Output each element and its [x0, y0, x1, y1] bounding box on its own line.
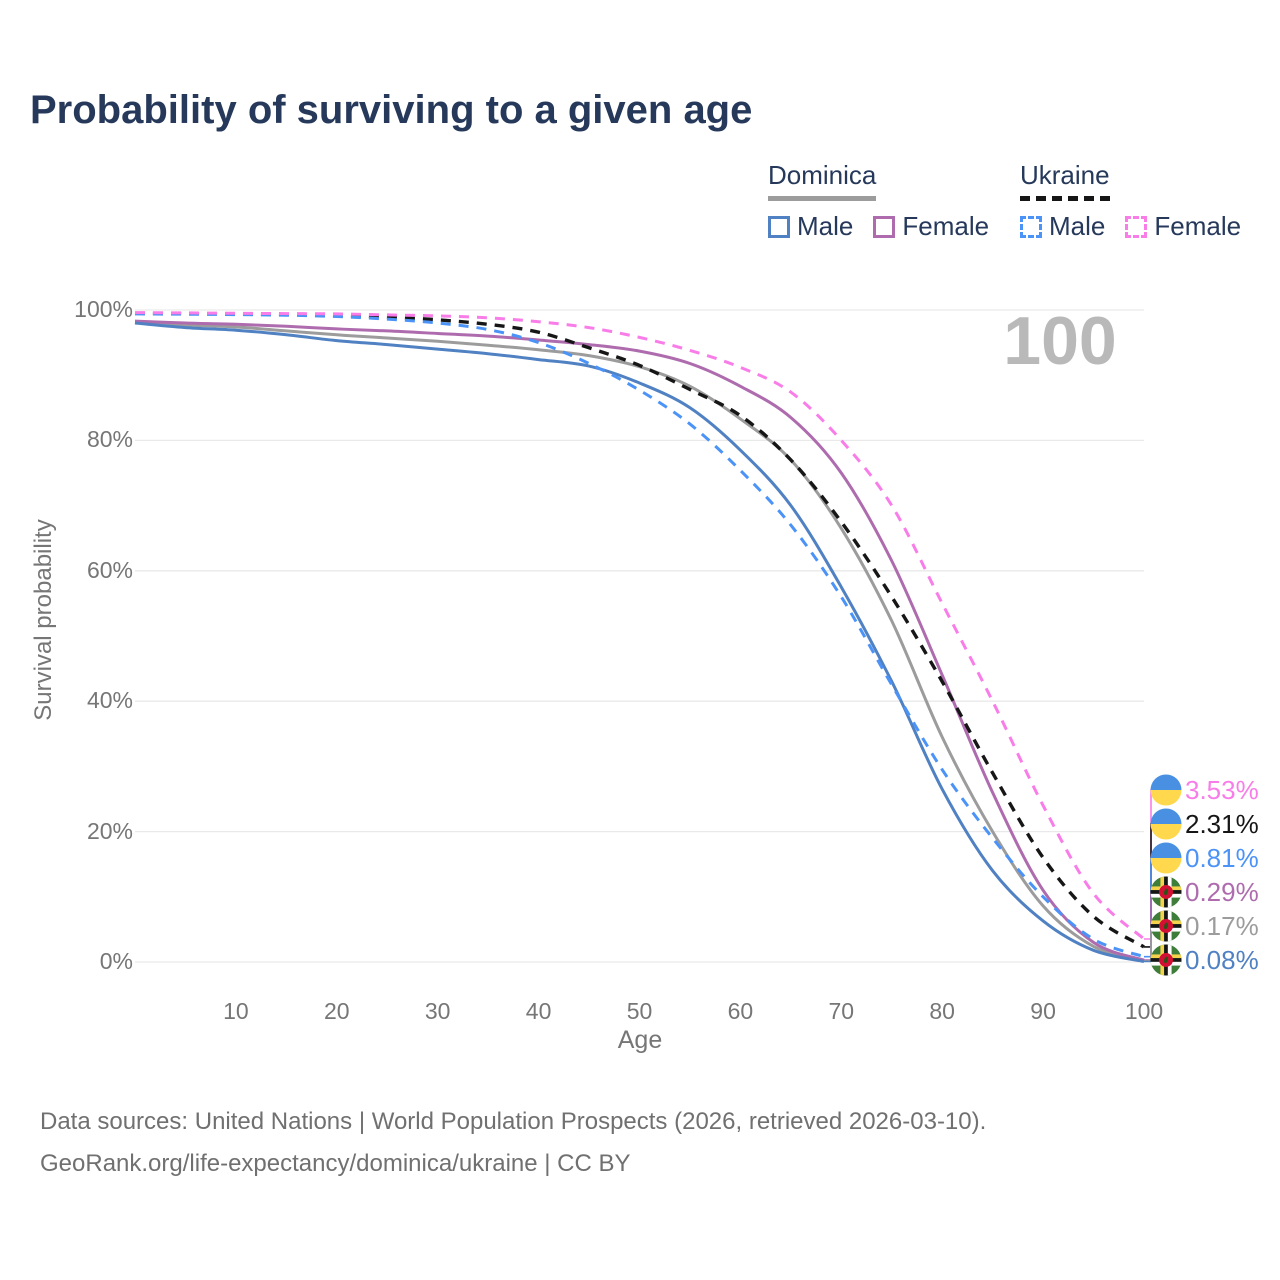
- legend-header-dominica: Dominica: [768, 160, 877, 201]
- legend-item-dominica-male: Male: [768, 211, 853, 242]
- y-tick-label: 20%: [86, 817, 133, 844]
- dominica-female-swatch-icon: [873, 215, 896, 238]
- y-tick-label: 100%: [74, 296, 133, 322]
- flag-icon-dominica: [1150, 876, 1182, 908]
- page-title: Probability of surviving to a given age: [30, 88, 753, 132]
- x-tick-label: 30: [424, 998, 451, 1024]
- flag-icon-dominica: [1150, 910, 1182, 942]
- flag-icon-ukraine: [1150, 808, 1182, 840]
- legend-group-dominica: Dominica Male Female: [768, 160, 989, 242]
- end-value-label: 0.81%: [1185, 843, 1259, 873]
- curve-dominica-female: [134, 319, 1145, 962]
- y-tick-label: 60%: [86, 556, 133, 583]
- legend-label-dominica-male: Male: [797, 211, 854, 241]
- curve-ukraine-female: [134, 311, 1146, 941]
- flag-icon-ukraine: [1150, 774, 1182, 806]
- legend-items-dominica: Male Female: [768, 211, 989, 242]
- flag-icon-ukraine: [1150, 842, 1182, 874]
- x-tick-label: 80: [929, 998, 955, 1024]
- x-tick-label: 90: [1030, 998, 1056, 1024]
- x-axis-title: Age: [617, 1026, 663, 1054]
- footer-data-sources: Data sources: United Nations | World Pop…: [40, 1108, 987, 1135]
- legend-header-ukraine: Ukraine: [1020, 160, 1110, 201]
- x-tick-label: 100: [1124, 998, 1164, 1024]
- hover-age-watermark: 100: [1003, 303, 1117, 379]
- end-value-label: 0.08%: [1185, 945, 1259, 975]
- curve-ukraine-male: [134, 312, 1145, 959]
- legend-label-ukraine-male: Male: [1049, 211, 1106, 241]
- curve-dominica-male: [134, 321, 1145, 963]
- curve-ukraine-total: [134, 311, 1145, 949]
- end-value-label: 0.17%: [1185, 911, 1259, 941]
- legend-item-ukraine-male: Male: [1020, 211, 1105, 242]
- footer-attribution: GeoRank.org/life-expectancy/dominica/ukr…: [40, 1150, 631, 1177]
- legend-item-ukraine-female: Female: [1125, 211, 1241, 242]
- x-tick-label: 50: [626, 998, 653, 1024]
- dominica-male-swatch-icon: [768, 215, 790, 238]
- ukraine-male-swatch-icon: [1020, 215, 1042, 238]
- y-tick-label: 80%: [86, 426, 133, 453]
- legend-items-ukraine: Male Female: [1020, 211, 1241, 242]
- legend-label-ukraine-female: Female: [1154, 211, 1242, 241]
- legend-item-dominica-female: Female: [873, 211, 989, 242]
- end-value-label: 0.29%: [1185, 877, 1259, 907]
- ukraine-female-swatch-icon: [1125, 215, 1148, 238]
- curve-dominica-total: [134, 320, 1145, 963]
- end-label-connector: [1144, 857, 1155, 958]
- legend-label-dominica-female: Female: [902, 211, 990, 241]
- flag-icon-dominica: [1150, 944, 1182, 976]
- x-tick-label: 20: [324, 998, 350, 1024]
- y-tick-label: 40%: [86, 687, 133, 714]
- x-tick-label: 60: [727, 998, 754, 1024]
- x-tick-label: 70: [828, 998, 855, 1024]
- end-value-label: 3.53%: [1185, 775, 1259, 805]
- y-tick-label: 0%: [99, 948, 133, 974]
- x-tick-label: 40: [525, 998, 552, 1024]
- legend-group-ukraine: Ukraine Male Female: [1020, 160, 1241, 242]
- x-tick-label: 10: [223, 998, 249, 1024]
- end-value-label: 2.31%: [1185, 809, 1259, 839]
